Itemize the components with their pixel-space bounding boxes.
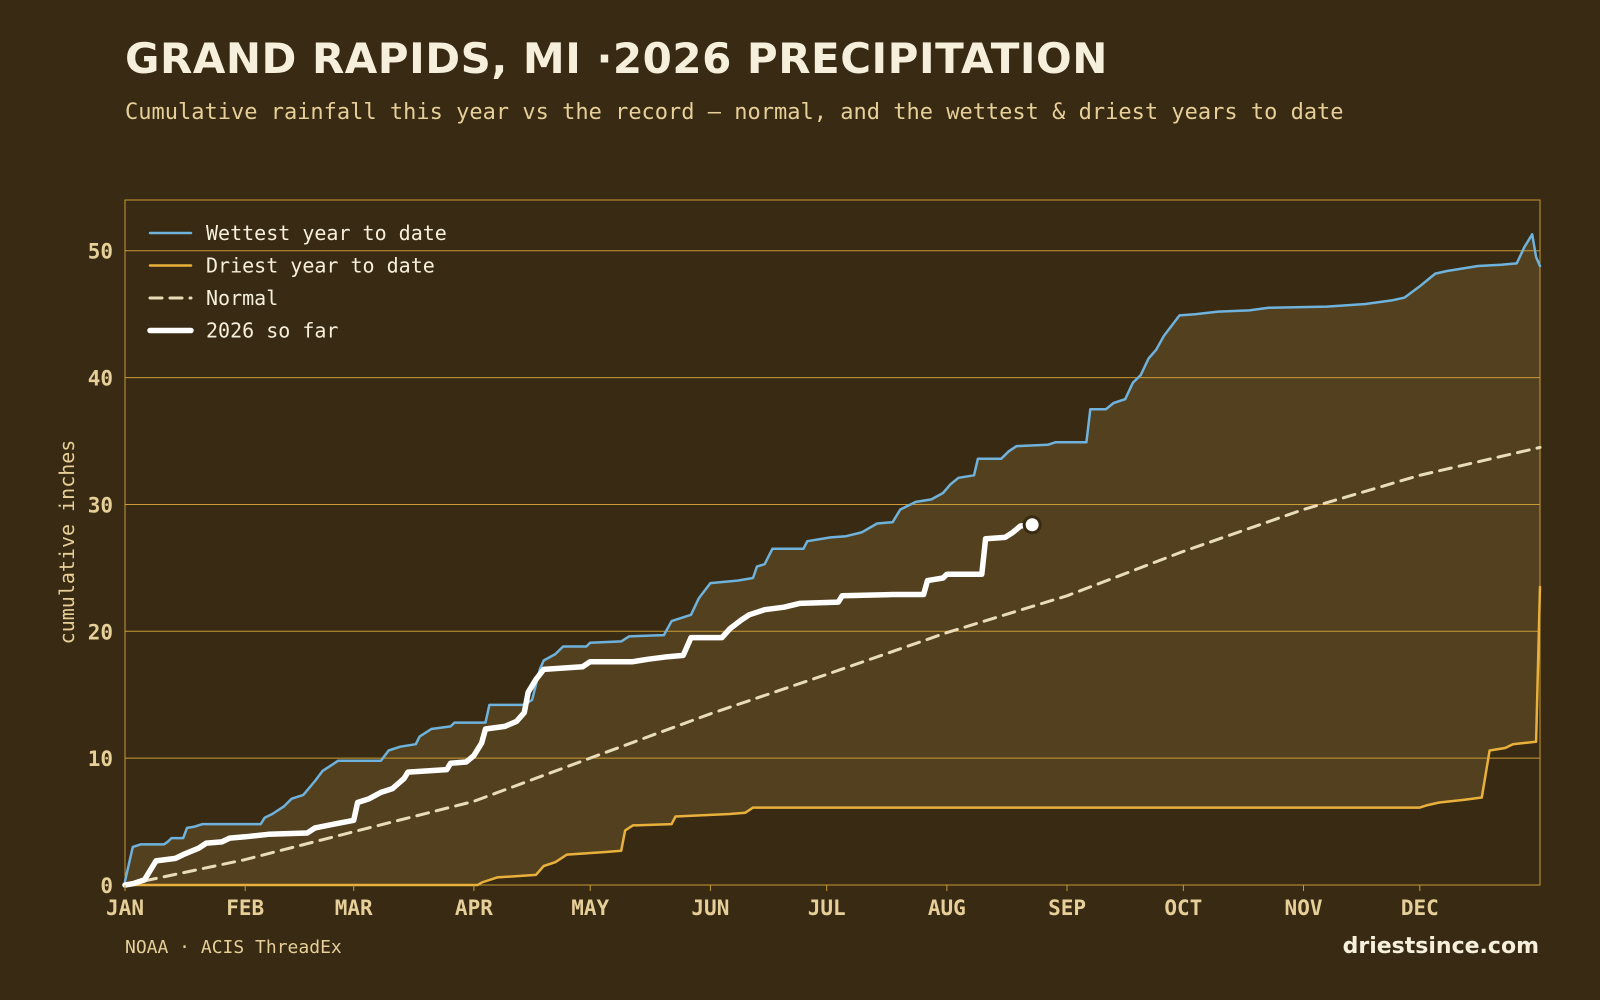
wet-dry-range-band (125, 234, 1540, 886)
axes: 0 10 20 30 40 50 JAN FEB MAR APR MAY JUN JUL AUG SEP OC… (88, 240, 1439, 920)
series-lines (122, 233, 1542, 888)
y-tick-label: 20 (88, 620, 113, 644)
x-tick-label: MAR (335, 896, 373, 920)
current-value-marker[interactable] (1022, 515, 1042, 535)
brand-link[interactable]: driestsince.com (1342, 934, 1539, 959)
legend-label: 2026 so far (206, 319, 338, 343)
gridlines (124, 199, 1541, 886)
y-tick-label: 0 (100, 874, 113, 898)
x-tick-label: AUG (928, 896, 966, 920)
range-band-area (125, 234, 1540, 886)
legend-label: Wettest year to date (206, 221, 447, 245)
x-tick-label: SEP (1048, 896, 1086, 920)
driest-year-line (123, 585, 1542, 887)
y-tick-label: 30 (88, 493, 113, 517)
x-tick-label: APR (455, 896, 493, 920)
y-tick-label: 50 (88, 240, 113, 264)
legend-label: Normal (206, 286, 278, 310)
x-tick-label: JUL (808, 896, 846, 920)
x-tick-label: JUN (691, 896, 729, 920)
x-tick-label: JAN (106, 896, 144, 920)
chart-title: GRAND RAPIDS, MI ·2026 PRECIPITATION (125, 34, 1108, 83)
current-year-line (122, 521, 1035, 888)
wettest-year-line (123, 233, 1542, 883)
y-tick-label: 40 (88, 367, 113, 391)
x-tick-label: DEC (1401, 896, 1439, 920)
legend-label: Driest year to date (206, 254, 435, 278)
plot-frame (124, 199, 1541, 886)
x-tick-label: MAY (571, 896, 609, 920)
chart-subtitle: Cumulative rainfall this year vs the rec… (125, 100, 1344, 125)
source-credit: NOAA · ACIS ThreadEx (125, 937, 342, 958)
legend: Wettest year to date Driest year to date N… (147, 221, 447, 343)
x-tick-label: NOV (1285, 896, 1323, 920)
y-tick-label: 10 (88, 747, 113, 771)
x-tick-label: OCT (1164, 896, 1202, 920)
x-tick-label: FEB (226, 896, 264, 920)
y-axis-label: cumulative inches (55, 440, 79, 645)
